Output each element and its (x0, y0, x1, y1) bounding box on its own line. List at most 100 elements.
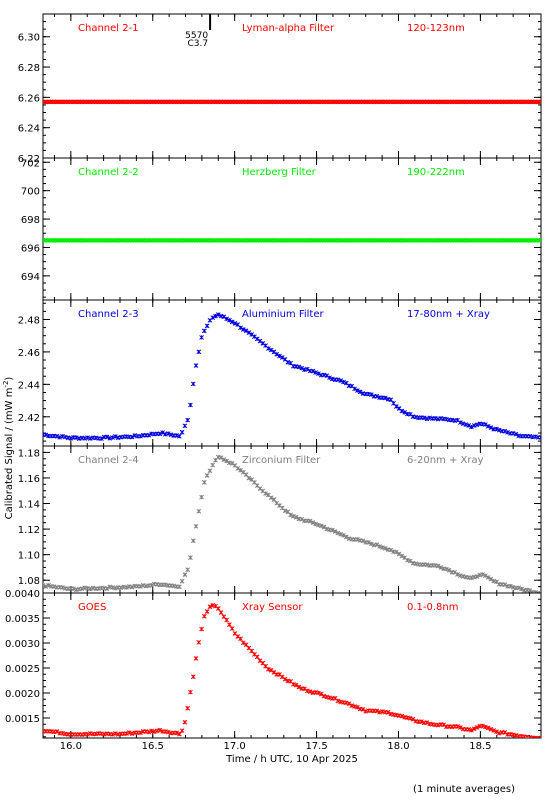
data-point (405, 557, 410, 563)
channel-label: Channel 2-3 (78, 309, 139, 320)
data-point (455, 724, 460, 729)
panel-frame (42, 157, 542, 301)
data-point (240, 327, 246, 332)
flare-class-label: C3.7 (187, 39, 208, 49)
filter-label: Lyman-alpha Filter (242, 23, 335, 34)
data-point (410, 716, 416, 722)
data-series (43, 312, 541, 442)
data-point (157, 727, 163, 733)
data-point (343, 700, 349, 706)
data-point (455, 572, 460, 577)
x-tick-label: 17.0 (224, 741, 246, 752)
data-point (210, 462, 216, 468)
data-point (196, 508, 202, 514)
panel-4: 1.08 1.10 1.12 1.14 1.16 1.18 Channel 2-4 Zirco… (18, 445, 542, 594)
data-point (157, 431, 163, 437)
data-point (483, 422, 488, 427)
data-point (316, 690, 321, 696)
data-point (263, 491, 268, 496)
panel-frame (42, 445, 542, 594)
data-point (238, 467, 243, 473)
data-point (293, 682, 299, 688)
data-point (165, 729, 171, 735)
band-label: 0.1-0.8nm (407, 602, 459, 613)
data-point (313, 370, 319, 375)
data-point (85, 435, 90, 440)
data-point (277, 353, 282, 359)
data-point (60, 585, 65, 590)
data-point (343, 534, 349, 540)
data-point (232, 321, 238, 326)
data-point (438, 565, 444, 570)
data-point (485, 725, 491, 731)
data-point (282, 676, 288, 682)
data-point (321, 524, 327, 530)
x-axis-label: Time / h UTC, 10 Apr 2025 (225, 754, 358, 765)
data-point (126, 730, 132, 735)
data-point (502, 730, 508, 735)
data-point (502, 582, 508, 588)
data-point (474, 725, 480, 730)
data-point (60, 433, 65, 439)
data-point (474, 422, 480, 428)
data-point (382, 395, 388, 401)
panel-frame (42, 13, 542, 159)
data-point (399, 553, 405, 559)
data-point (138, 584, 143, 589)
y-tick-label: 6.22 (18, 154, 40, 165)
y-tick-label: 700 (21, 187, 40, 198)
data-point (254, 654, 260, 660)
data-point (188, 689, 193, 695)
data-point (190, 538, 196, 544)
y-tick-label: 702 (21, 158, 40, 169)
data-point (188, 402, 193, 408)
data-point (469, 727, 474, 733)
data-point (382, 546, 388, 551)
data-point (288, 512, 293, 518)
data-point (435, 563, 441, 569)
data-point (215, 606, 221, 611)
data-point (304, 366, 310, 372)
data-point (496, 427, 502, 433)
data-point (274, 351, 280, 357)
data-point (87, 586, 93, 592)
data-point (151, 729, 157, 735)
data-point (176, 584, 182, 590)
x-tick-label: 17.5 (305, 741, 327, 752)
data-point (469, 424, 474, 430)
data-point (221, 314, 227, 320)
data-point (338, 531, 344, 537)
data-point (349, 703, 355, 709)
y-tick-label: 696 (21, 243, 40, 254)
data-point (182, 572, 188, 577)
data-point (182, 719, 188, 725)
data-point (332, 529, 338, 534)
data-point (291, 681, 296, 687)
data-point (190, 674, 196, 680)
data-point (474, 574, 480, 579)
data-point (179, 728, 185, 734)
y-tick-label: 0.0035 (5, 614, 40, 625)
data-point (57, 434, 63, 440)
data-point (307, 518, 313, 524)
data-point (99, 436, 104, 442)
data-point (432, 415, 438, 421)
data-point (527, 433, 533, 439)
data-point (246, 475, 252, 481)
data-point (196, 639, 202, 645)
data-point (329, 527, 335, 533)
data-point (318, 691, 324, 697)
y-axis-label-main: Calibrated Signal / (mW m (4, 388, 15, 520)
data-point (265, 346, 271, 351)
data-point (188, 555, 193, 561)
data-point (341, 379, 346, 385)
data-point (190, 381, 196, 387)
data-point (193, 363, 199, 368)
data-point (480, 723, 485, 729)
data-point (457, 420, 463, 425)
data-point (179, 578, 185, 584)
y-tick-label: 698 (21, 215, 40, 226)
data-point (469, 575, 474, 581)
band-label: 6-20nm + Xray (407, 455, 484, 466)
y-tick-label: 1.18 (18, 448, 40, 459)
